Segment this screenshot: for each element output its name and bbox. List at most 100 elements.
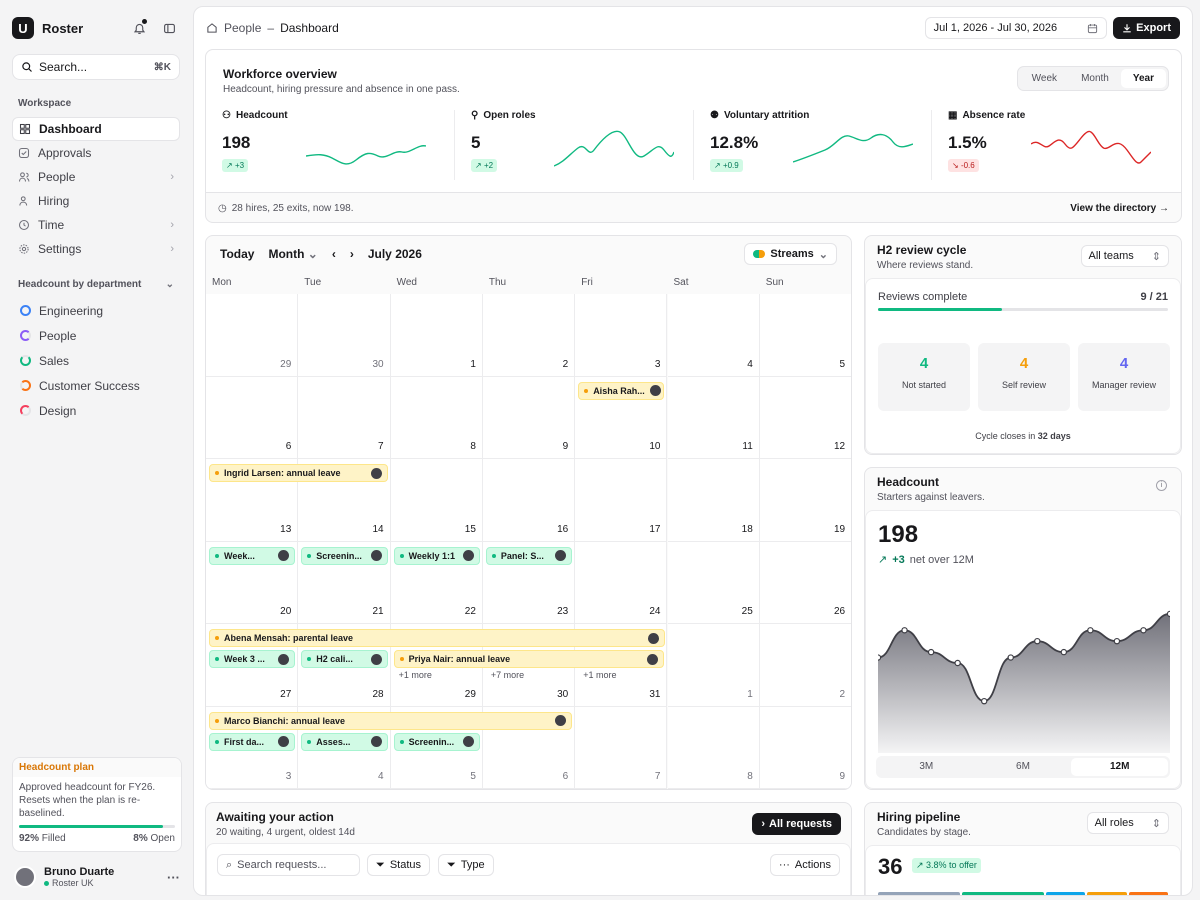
dept-engineering[interactable]: Engineering <box>12 298 180 323</box>
kpi-absence-rate[interactable]: ▦ Absence rate 1.5% ↘ -0.6 <box>931 110 1167 180</box>
today-button[interactable]: Today <box>220 247 255 261</box>
calendar-day-cell[interactable]: 1 <box>667 624 760 707</box>
pipeline-stage[interactable] <box>961 892 1044 895</box>
calendar-event[interactable]: Asses... <box>301 732 388 751</box>
calendar-day-cell[interactable]: 19 <box>759 459 851 542</box>
kpi-open-roles[interactable]: ⚲ Open roles 5 ↗ +2 <box>454 110 690 180</box>
calendar-day-cell[interactable]: 9 <box>759 706 851 789</box>
calendar-event[interactable]: Panel: S... <box>485 546 573 565</box>
more-events-link[interactable]: +7 more <box>490 670 525 680</box>
calendar-event[interactable]: Week 3 ... <box>209 650 296 668</box>
headcount-point[interactable] <box>1087 627 1094 634</box>
user-menu[interactable]: Bruno Duarte Roster UK ··· <box>14 866 180 888</box>
prev-month-button[interactable]: ‹ <box>331 247 336 261</box>
headcount-point[interactable] <box>1060 648 1068 656</box>
pipeline-stage[interactable] <box>1045 892 1086 895</box>
pipeline-stage[interactable] <box>878 892 960 895</box>
range-3m[interactable]: 3M <box>919 761 934 772</box>
headcount-point[interactable] <box>954 659 961 667</box>
kpi-voluntary-attrition[interactable]: ⚉ Voluntary attrition 12.8% ↗ +0.9 <box>693 110 929 180</box>
calendar-day-cell[interactable]: 16 <box>482 459 576 542</box>
stat-self-review[interactable]: 4 Self review <box>978 343 1070 411</box>
dept-customer-success[interactable]: Customer Success <box>12 373 180 398</box>
export-button[interactable]: Export <box>1113 17 1180 39</box>
calendar-day-cell[interactable]: 7 <box>298 376 391 459</box>
more-events-link[interactable]: +1 more <box>583 670 617 680</box>
actions-button[interactable]: ··· Actions <box>769 854 840 876</box>
calendar-day-cell[interactable]: 9 <box>482 376 576 459</box>
calendar-event[interactable]: Week... <box>209 546 296 565</box>
dept-section-toggle[interactable]: Headcount by department ⌄ <box>18 279 174 290</box>
sidebar-item-time[interactable]: Time › <box>12 213 180 237</box>
calendar-event[interactable]: Weekly 1:1 <box>393 546 480 565</box>
calendar-day-cell[interactable]: 8 <box>390 376 483 459</box>
more-events-link[interactable]: +1 more <box>398 670 432 680</box>
sidebar-item-people[interactable]: People › <box>12 165 180 189</box>
calendar-day-cell[interactable]: 11 <box>667 376 760 459</box>
calendar-event[interactable]: Abena Mensah: parental leave <box>209 629 665 647</box>
bell-icon[interactable] <box>128 17 150 39</box>
range-year[interactable]: Year <box>1120 69 1166 88</box>
headcount-point[interactable] <box>980 697 988 705</box>
date-range-picker[interactable]: Jul 1, 2026 - Jul 30, 2026 <box>924 17 1108 39</box>
calendar-event[interactable]: Marco Bianchi: annual leave <box>209 711 573 730</box>
info-icon[interactable]: i <box>1156 480 1167 491</box>
calendar-day-cell[interactable]: 2 <box>482 294 576 377</box>
calendar-day-cell[interactable]: 1 <box>390 294 483 377</box>
calendar-event[interactable]: Screenin... <box>393 732 480 751</box>
dept-design[interactable]: Design <box>12 398 180 423</box>
status-filter-button[interactable]: ⏷ Status <box>367 854 430 876</box>
stat-not-started[interactable]: 4 Not started <box>878 343 970 411</box>
calendar-day-cell[interactable]: 2 <box>759 624 851 707</box>
breadcrumb-people[interactable]: People <box>224 21 262 35</box>
calendar-day-cell[interactable]: 29 <box>206 294 299 377</box>
calendar-event[interactable]: H2 cali... <box>301 650 388 668</box>
range-week[interactable]: Week <box>1031 73 1058 84</box>
sidebar-toggle-icon[interactable] <box>158 17 180 39</box>
search-requests-input[interactable]: ⌕ Search requests... <box>217 854 360 876</box>
calendar-day-cell[interactable]: 26 <box>759 541 851 624</box>
calendar-event[interactable]: First da... <box>209 732 296 751</box>
calendar-day-cell[interactable]: 6 <box>206 376 299 459</box>
sidebar-item-settings[interactable]: Settings › <box>12 237 180 261</box>
calendar-day-cell[interactable]: 15 <box>390 459 483 542</box>
range-12m[interactable]: 12M <box>1071 758 1169 776</box>
headcount-point[interactable] <box>1034 637 1041 645</box>
calendar-day-cell[interactable]: 7 <box>575 706 668 789</box>
type-filter-button[interactable]: ⏷ Type <box>438 854 494 876</box>
calendar-event[interactable]: Priya Nair: annual leave <box>393 650 665 668</box>
headcount-point[interactable] <box>1007 654 1014 661</box>
more-icon[interactable]: ··· <box>167 869 180 885</box>
calendar-event[interactable]: Aisha Rah... <box>578 381 665 400</box>
calendar-day-cell[interactable]: 8 <box>667 706 760 789</box>
calendar-day-cell[interactable]: 18 <box>667 459 760 542</box>
app-logo[interactable]: U <box>12 17 34 39</box>
calendar-day-cell[interactable]: 3 <box>575 294 668 377</box>
pipeline-stage[interactable] <box>1087 892 1127 895</box>
pipeline-stage[interactable] <box>1128 892 1169 895</box>
sidebar-item-approvals[interactable]: Approvals <box>12 141 180 165</box>
streams-filter[interactable]: Streams ⌄ <box>744 243 837 265</box>
calendar-event[interactable]: Screenin... <box>301 546 388 565</box>
view-select[interactable]: Month ⌄ <box>268 247 317 261</box>
range-month[interactable]: Month <box>1081 73 1109 84</box>
calendar-day-cell[interactable]: 12 <box>759 376 851 459</box>
dept-sales[interactable]: Sales <box>12 348 180 373</box>
headcount-point[interactable] <box>1166 610 1170 618</box>
calendar-day-cell[interactable]: 24 <box>575 541 668 624</box>
view-directory-link[interactable]: View the directory → <box>1070 203 1169 214</box>
calendar-day-cell[interactable]: 4 <box>667 294 760 377</box>
range-6m[interactable]: 6M <box>1016 761 1030 772</box>
search-input[interactable]: Search... ⌘K <box>12 54 180 80</box>
headcount-point[interactable] <box>927 648 935 656</box>
headcount-point[interactable] <box>901 627 908 634</box>
calendar-day-cell[interactable]: 5 <box>759 294 851 377</box>
sidebar-item-dashboard[interactable]: Dashboard <box>12 117 180 141</box>
next-month-button[interactable]: › <box>349 247 354 261</box>
teams-select[interactable]: All teams ⇕ <box>1080 245 1169 267</box>
calendar-day-cell[interactable]: 25 <box>667 541 760 624</box>
kpi-headcount[interactable]: ⚇ Headcount 198 ↗ +3 <box>206 110 442 180</box>
headcount-point[interactable] <box>1140 627 1147 634</box>
all-requests-button[interactable]: › All requests <box>752 813 841 835</box>
sidebar-item-hiring[interactable]: Hiring <box>12 189 180 213</box>
